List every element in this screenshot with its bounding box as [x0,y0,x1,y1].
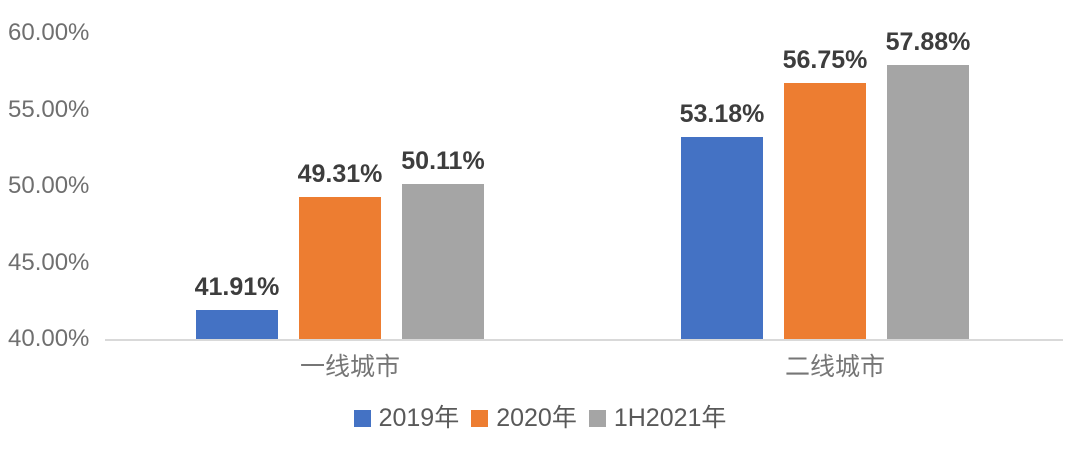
legend-swatch-icon [353,409,371,427]
legend-swatch-icon [471,409,489,427]
bar-value-label: 53.18% [679,100,765,129]
legend: 2019年 2020年 1H2021年 [0,403,1080,433]
y-axis-tick-label: 55.00% [8,95,90,123]
y-axis-tick-label: 50.00% [8,172,90,199]
bar-1H2021年-二线城市 [887,65,969,339]
bar-2019年-二线城市 [681,137,763,339]
legend-label: 2020年 [496,404,577,432]
y-axis-tick-label: 45.00% [8,248,90,276]
bar-value-label: 50.11% [401,147,485,176]
bar-1H2021年-一线城市 [402,184,484,339]
legend-item: 2020年 [471,403,577,433]
bar-value-label: 49.31% [297,159,383,188]
legend-item: 2019年 [353,403,460,433]
x-axis-category-label: 二线城市 [784,353,885,381]
y-axis-tick-label: 60.00% [8,19,90,46]
bar-2019年-一线城市 [196,309,278,339]
bar-value-label: 57.88% [885,28,971,57]
bar-value-label: 41.91% [194,272,280,301]
bar-2020年-二线城市 [784,82,866,339]
x-axis-category-label: 一线城市 [299,353,400,381]
y-axis-tick-label: 40.00% [8,325,90,352]
x-axis-line [105,339,1063,341]
bar-value-label: 56.75% [782,45,868,74]
legend-label: 1H2021年 [613,404,727,432]
bar-2020年-一线城市 [299,196,381,339]
legend-swatch-icon [588,409,606,427]
legend-item: 1H2021年 [588,403,727,433]
legend-label: 2019年 [378,404,460,432]
